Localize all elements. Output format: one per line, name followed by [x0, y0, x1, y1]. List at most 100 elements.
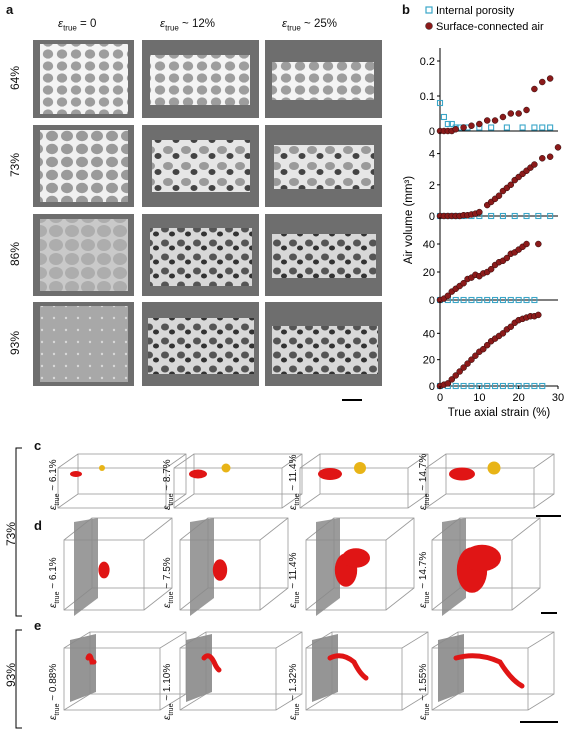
x-tick-label: 0 — [437, 392, 443, 404]
point-internal — [535, 212, 542, 220]
point-internal — [547, 124, 554, 131]
strain-label: εtrue ~ 1.32% — [288, 663, 301, 720]
point-internal — [531, 382, 538, 390]
point-surface — [448, 376, 456, 383]
point-internal — [499, 296, 506, 304]
micrograph-row-64 — [33, 40, 382, 118]
render-c-4 — [425, 453, 555, 509]
void-red — [327, 653, 369, 681]
panel-c-letter: c — [34, 438, 42, 453]
strain-label: εtrue ~ 11.4% — [288, 454, 301, 510]
point-surface — [444, 380, 452, 387]
point-surface — [531, 85, 538, 93]
point-internal — [492, 296, 499, 304]
strain-label: εtrue ~ 6.1% — [48, 459, 61, 510]
point-surface — [452, 126, 459, 133]
point-internal — [507, 296, 514, 304]
y-tick-label: 0 — [429, 295, 435, 307]
point-surface — [468, 122, 475, 129]
point-surface — [480, 345, 487, 353]
surface-plane — [442, 518, 466, 616]
point-surface — [523, 240, 530, 248]
strain-label: εtrue ~ 1.10% — [162, 663, 175, 720]
y-tick-label: 4 — [429, 149, 435, 161]
point-surface — [476, 120, 483, 128]
panel-b-letter: b — [402, 2, 410, 17]
point-internal — [523, 296, 530, 304]
point-internal — [539, 382, 546, 390]
point-surface — [460, 124, 467, 131]
point-surface — [546, 153, 554, 160]
void-red — [85, 653, 97, 665]
point-internal — [503, 124, 510, 131]
point-internal — [460, 382, 467, 390]
point-surface — [483, 117, 491, 124]
x-tick-label: 10 — [473, 392, 485, 404]
strain-label: εtrue ~ 14.7% — [418, 551, 431, 608]
point-surface — [476, 208, 483, 216]
panel-a-scale-bar — [342, 399, 362, 401]
point-surface — [483, 341, 491, 349]
point-internal — [468, 296, 475, 304]
point-internal — [523, 382, 530, 390]
point-surface — [460, 279, 467, 287]
render-e-2 — [179, 631, 303, 711]
point-internal — [531, 296, 538, 304]
y-axis-label: Air volume (mm³) — [403, 176, 415, 264]
y-tick-label: 40 — [423, 239, 435, 251]
void-red — [463, 544, 501, 572]
point-internal — [460, 296, 467, 304]
point-internal — [488, 124, 495, 131]
point-surface — [495, 192, 503, 199]
point-internal — [523, 212, 530, 220]
surface-plane — [312, 634, 338, 702]
point-internal — [547, 212, 554, 220]
point-internal — [511, 212, 518, 220]
point-internal — [531, 124, 538, 131]
surface-plane — [186, 634, 212, 702]
legend-label-internal: Internal porosity — [436, 5, 515, 17]
point-surface — [523, 106, 530, 114]
void-yellow — [354, 462, 366, 474]
void-yellow — [99, 465, 105, 471]
render-e-3 — [305, 631, 429, 711]
point-internal — [444, 120, 451, 128]
strain-label: εtrue ~ 7.5% — [162, 557, 175, 608]
point-surface — [456, 368, 463, 375]
group-brackets — [15, 447, 22, 729]
x-tick-label: 20 — [513, 392, 525, 404]
render-d-1 — [63, 517, 173, 616]
void-red — [98, 561, 110, 579]
point-internal — [452, 296, 459, 304]
point-surface — [487, 265, 495, 273]
strain-label: εtrue ~ 1.55% — [418, 663, 431, 720]
surface-plane — [190, 518, 214, 616]
y-tick-label: 0 — [429, 126, 435, 138]
panel-d-letter: d — [34, 518, 42, 533]
column-header: εtrue ~ 12% — [160, 18, 215, 33]
column-header: εtrue ~ 25% — [282, 18, 337, 33]
point-internal — [476, 296, 483, 304]
point-surface — [531, 161, 538, 168]
point-internal — [484, 382, 491, 390]
subplot-2: 0 2 4 — [429, 132, 562, 223]
point-internal — [468, 382, 475, 390]
point-surface — [464, 360, 471, 367]
point-internal — [539, 124, 546, 131]
render-c-2 — [173, 453, 303, 509]
render-c-1 — [57, 453, 187, 509]
point-internal — [515, 296, 522, 304]
point-internal — [436, 99, 444, 107]
panel-e-scale-bar — [520, 721, 558, 723]
strain-label: εtrue ~ 14.7% — [418, 453, 431, 510]
point-surface — [444, 292, 452, 300]
point-surface — [539, 78, 546, 86]
micrograph-row-93 — [33, 302, 382, 386]
surface-plane — [316, 518, 340, 616]
void-red — [212, 559, 228, 581]
void-red — [453, 653, 525, 689]
point-surface — [491, 117, 499, 124]
point-internal — [499, 382, 506, 390]
panel-c-scale-bar — [536, 515, 561, 517]
